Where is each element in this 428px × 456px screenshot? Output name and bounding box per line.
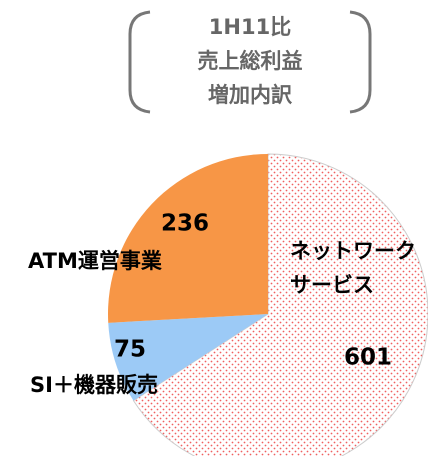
value-label: 236 <box>161 211 209 237</box>
bracket-left <box>128 10 151 114</box>
pie-slice <box>108 314 269 401</box>
slice-label: SI＋機器販売 <box>30 373 158 397</box>
chart-title: 増加内訳 <box>208 83 293 107</box>
value-label: 75 <box>114 337 146 363</box>
slice-label: ATM運営事業 <box>28 249 163 273</box>
pie-slice <box>108 154 268 323</box>
bracket-right <box>349 10 372 114</box>
slice-label: ネットワークサービス <box>290 239 416 297</box>
value-label: 601 <box>344 345 392 371</box>
chart-title: 売上総利益 <box>198 49 303 73</box>
chart-title: 1H11比 <box>209 15 291 39</box>
pie-slice <box>132 153 428 456</box>
